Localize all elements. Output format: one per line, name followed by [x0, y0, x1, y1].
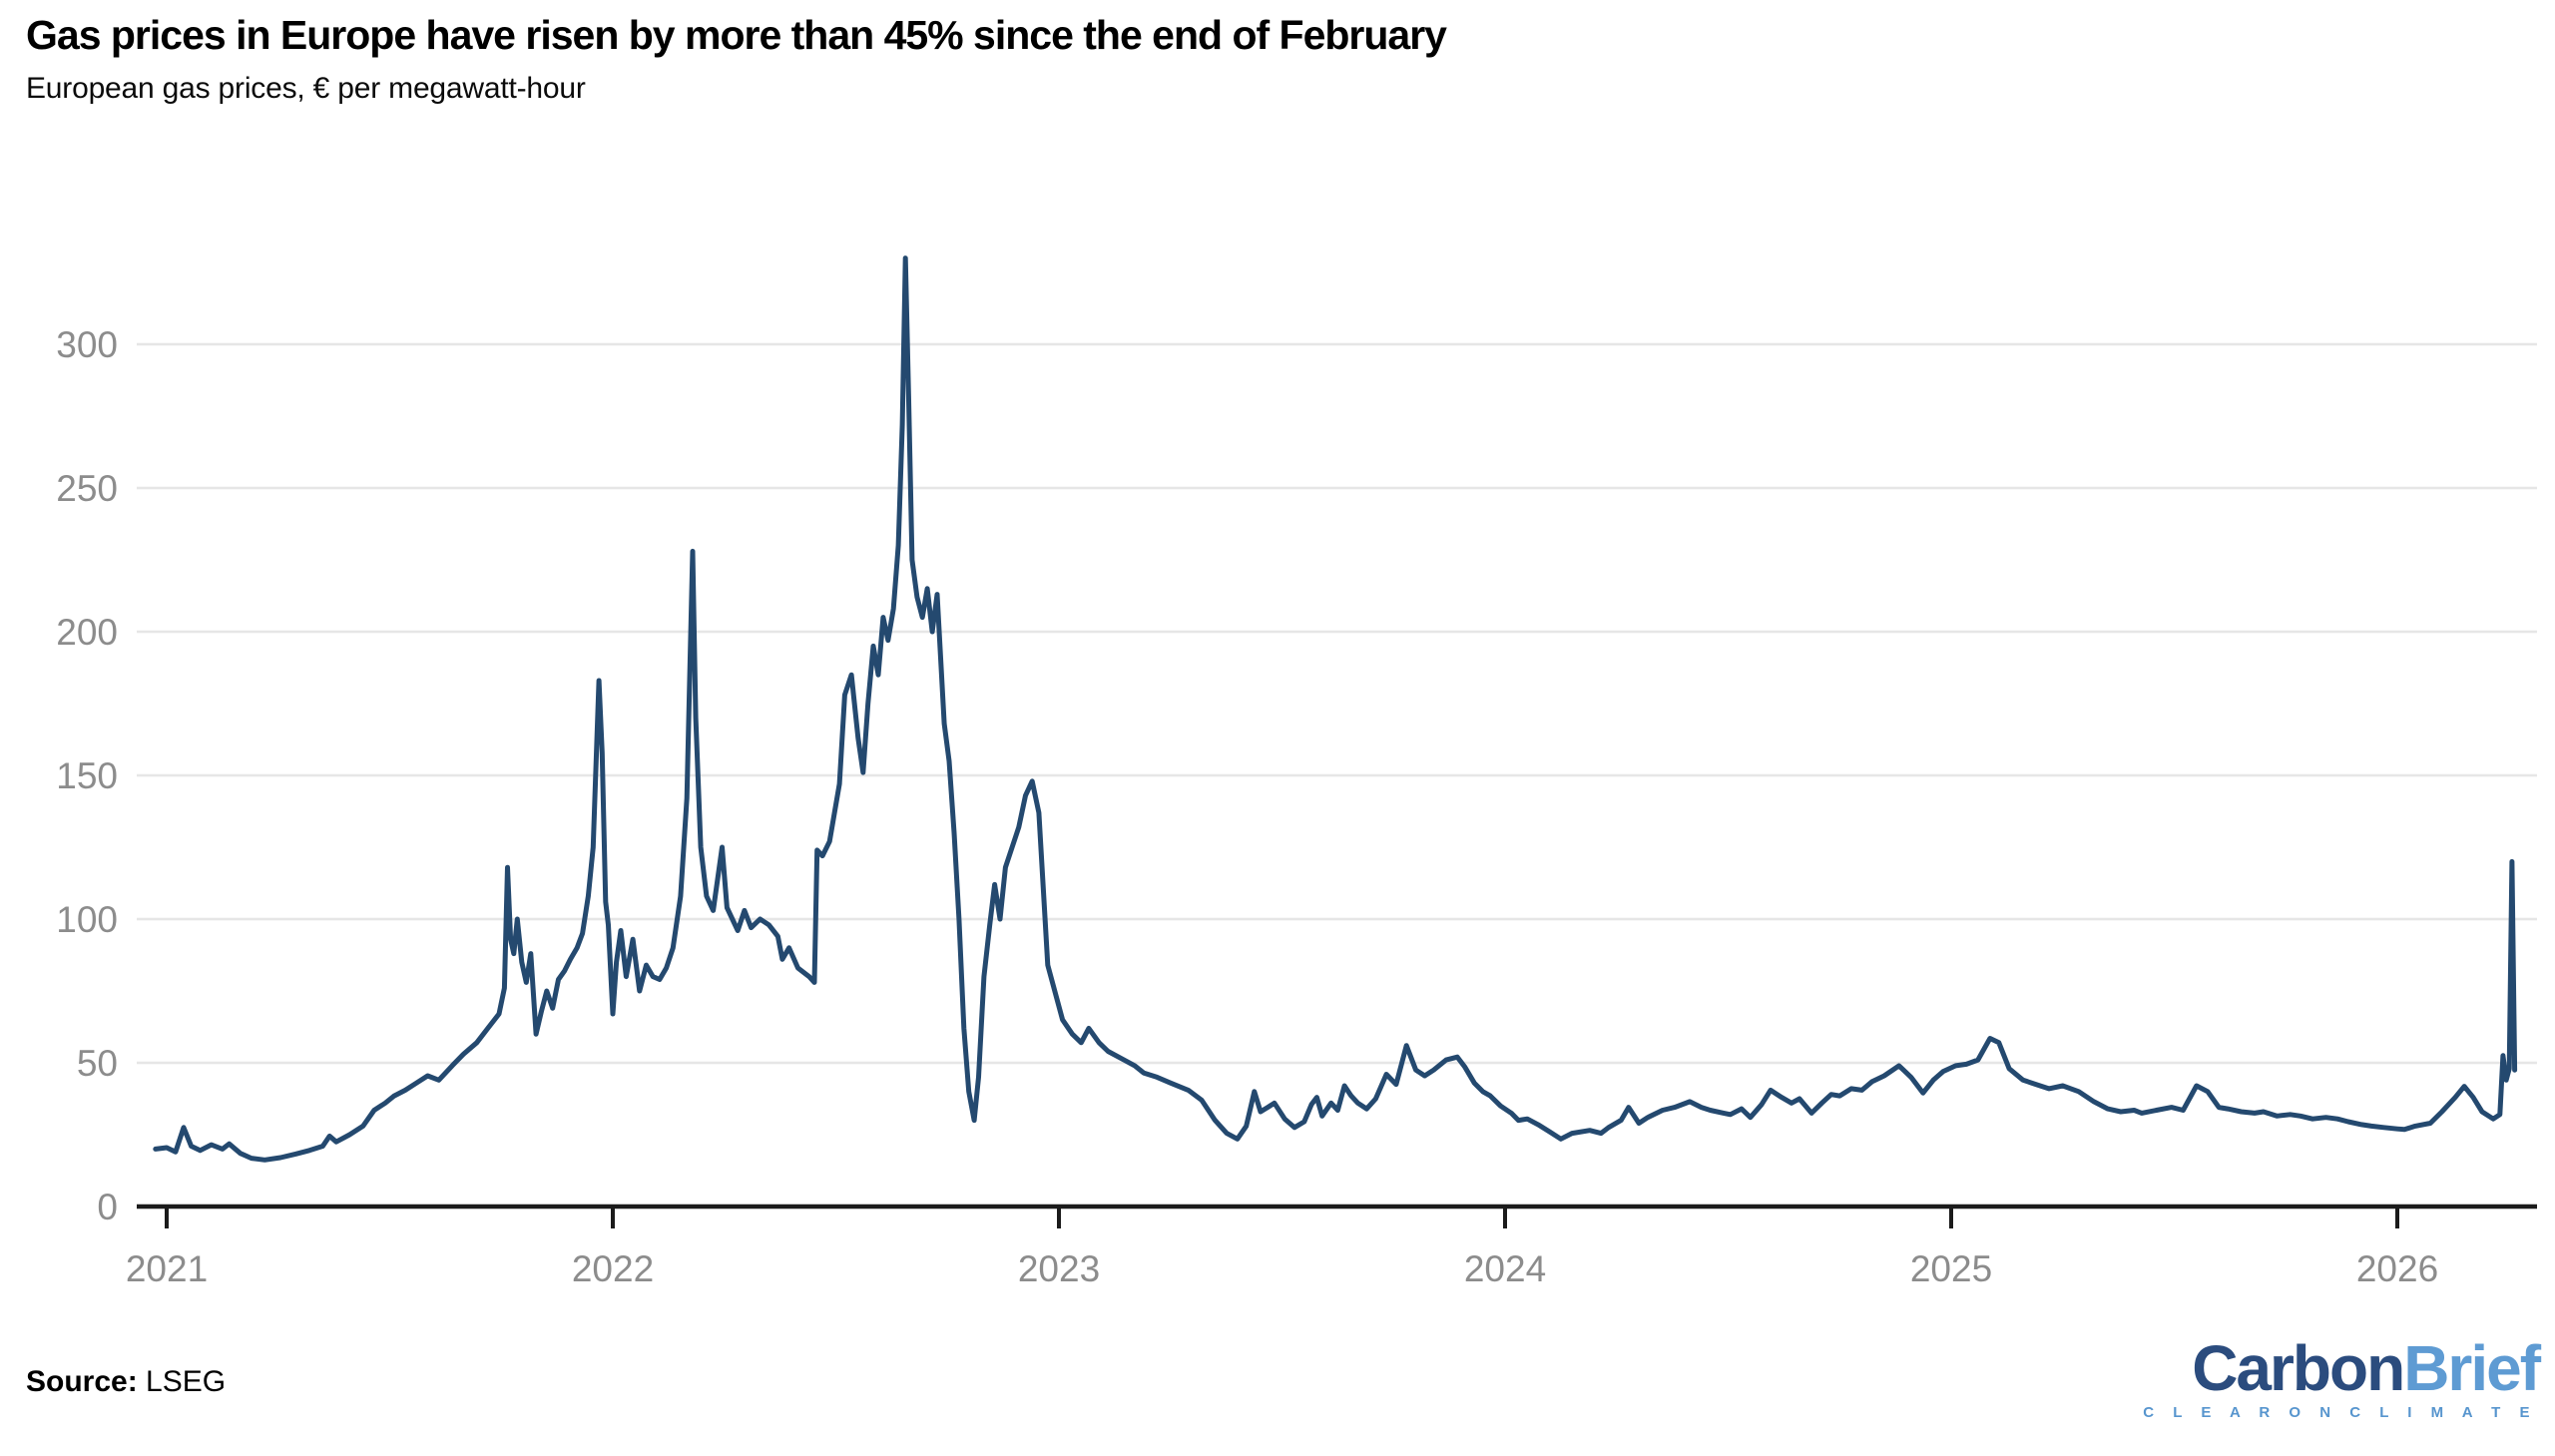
logo-carbon-text: Carbon [2192, 1332, 2405, 1404]
carbonbrief-logo: CarbonBrief C L E A R O N C L I M A T E [2143, 1332, 2541, 1422]
svg-text:50: 50 [77, 1043, 118, 1084]
source-label: Source: [26, 1365, 138, 1398]
svg-text:100: 100 [56, 899, 118, 940]
svg-text:200: 200 [56, 612, 118, 653]
logo-tagline: C L E A R O N C L I M A T E [2143, 1404, 2537, 1422]
svg-text:0: 0 [97, 1187, 118, 1227]
source-note: Source: LSEG [26, 1365, 226, 1399]
logo-brief-text: Brief [2403, 1332, 2541, 1404]
svg-text:2022: 2022 [572, 1248, 654, 1289]
source-value: LSEG [146, 1365, 227, 1398]
svg-text:300: 300 [56, 324, 118, 365]
svg-text:2021: 2021 [126, 1248, 208, 1289]
svg-text:2023: 2023 [1018, 1248, 1100, 1289]
svg-text:2024: 2024 [1464, 1248, 1546, 1289]
svg-text:2025: 2025 [1910, 1248, 1992, 1289]
svg-text:2026: 2026 [2356, 1248, 2438, 1289]
chart-subtitle: European gas prices, € per megawatt-hour [26, 72, 586, 105]
page-title: Gas prices in Europe have risen by more … [26, 12, 1447, 58]
carbonbrief-wordmark: CarbonBrief [2143, 1332, 2541, 1404]
svg-text:150: 150 [56, 755, 118, 796]
svg-text:250: 250 [56, 468, 118, 509]
